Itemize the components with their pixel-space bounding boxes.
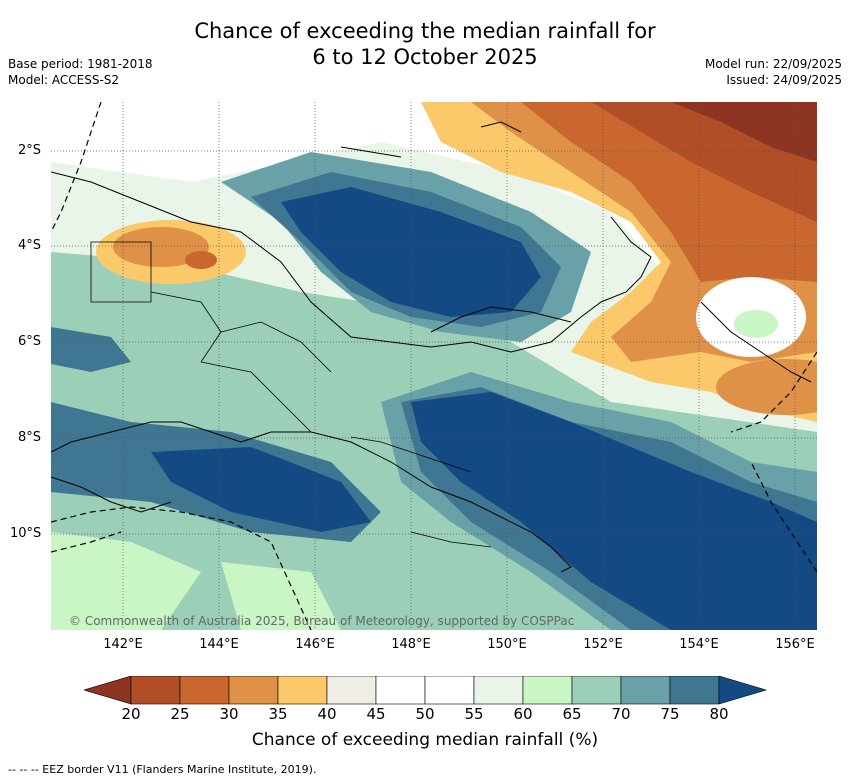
colorbar-label: Chance of exceeding median rainfall (%): [251, 730, 599, 750]
field-dry-east: [716, 359, 817, 415]
run-info: Model run: 22/09/2025 Issued: 24/09/2025: [705, 56, 842, 88]
colorbar-cell: [228, 676, 279, 705]
lon-label-142e: 142°E: [103, 637, 143, 652]
colorbar-low-extend: [84, 676, 132, 705]
lat-label-8s: 8°S: [18, 430, 42, 445]
colorbar-tick-label: 35: [268, 705, 288, 723]
colorbar-tick-label: 55: [464, 705, 484, 723]
colorbar: [84, 676, 768, 705]
colorbar-tick-label: 75: [660, 705, 680, 723]
colorbar-cell: [669, 676, 720, 705]
colorbar-cell: [424, 676, 475, 705]
model-info: Base period: 1981-2018 Model: ACCESS-S2: [8, 56, 153, 88]
lon-label-148e: 148°E: [391, 637, 431, 652]
colorbar-cell: [522, 676, 573, 705]
colorbar-cell: [620, 676, 671, 705]
lon-label-154e: 154°E: [679, 637, 719, 652]
colorbar-tick-label: 50: [415, 705, 435, 723]
field-wet-sw-80: [151, 447, 371, 532]
issued-date: Issued: 24/09/2025: [726, 73, 842, 87]
colorbar-tick-label: 25: [170, 705, 190, 723]
title-line-2: 6 to 12 October 2025: [312, 45, 538, 69]
lon-label-150e: 150°E: [487, 637, 527, 652]
colorbar-tick-label: 60: [513, 705, 533, 723]
base-period: Base period: 1981-2018: [8, 57, 153, 71]
lon-label-144e: 144°E: [199, 637, 239, 652]
colorbar-tick-label: 20: [121, 705, 141, 723]
colorbar-cell: [130, 676, 181, 705]
lat-label-4s: 4°S: [18, 238, 42, 253]
model-name: Model: ACCESS-S2: [8, 73, 120, 87]
lat-label-6s: 6°S: [18, 334, 42, 349]
lat-label-10s: 10°S: [10, 526, 42, 541]
coastlines: [51, 121, 812, 573]
colorbar-cell: [326, 676, 377, 705]
lat-label-2s: 2°S: [18, 143, 42, 158]
model-run-date: Model run: 22/09/2025: [704, 57, 842, 71]
map-canvas: [51, 102, 817, 630]
field-west-30: [113, 227, 209, 267]
colorbar-cell: [473, 676, 524, 705]
field-green-s: [221, 562, 341, 630]
lon-label-146e: 146°E: [295, 637, 335, 652]
graticule: [51, 102, 817, 630]
field-wet-se-80: [411, 392, 817, 630]
colorbar-high-extend: [718, 676, 768, 705]
eez-footnote: -- -- -- EEZ border V11 (Flanders Marine…: [8, 763, 317, 776]
colorbar-tick-label: 80: [709, 705, 729, 723]
field-dry-below-20: [671, 102, 817, 162]
colorbar-cells: [130, 676, 720, 705]
field-green-bubble: [734, 310, 778, 338]
colorbar-cell: [571, 676, 622, 705]
copyright-notice: © Commonwealth of Australia 2025, Bureau…: [69, 614, 575, 628]
rainfall-map: [51, 102, 817, 630]
colorbar-cell: [179, 676, 230, 705]
colorbar-tick-label: 40: [317, 705, 337, 723]
field-wet-w-75: [51, 327, 131, 372]
lon-label-156e: 156°E: [775, 637, 815, 652]
title-line-1: Chance of exceeding the median rainfall …: [194, 19, 656, 43]
colorbar-tick-label: 45: [366, 705, 386, 723]
field-green-sw: [51, 532, 201, 630]
colorbar-tick-label: 65: [562, 705, 582, 723]
colorbar-tick-label: 70: [611, 705, 631, 723]
field-west-25: [185, 251, 217, 269]
chart-title: Chance of exceeding the median rainfall …: [0, 18, 850, 70]
lon-label-152e: 152°E: [583, 637, 623, 652]
province-borders: [90, 241, 492, 548]
colorbar-cell: [375, 676, 426, 705]
colorbar-tick-label: 30: [219, 705, 239, 723]
colorbar-cell: [277, 676, 328, 705]
eez-borders: [51, 102, 817, 630]
